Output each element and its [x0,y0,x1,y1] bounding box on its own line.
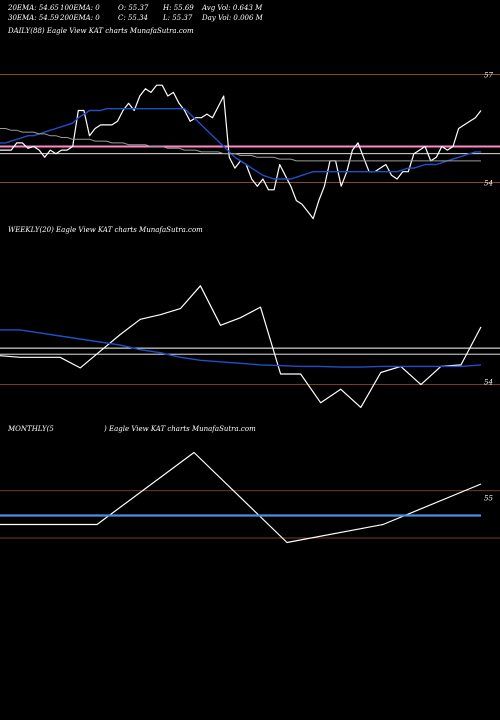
monthly-y-tick-label: 55 [484,495,493,503]
header-ema30: 30EMA: 54.59 [8,14,59,22]
daily-ema_short-line [0,107,481,180]
monthly-panel: 55 [0,451,500,544]
monthly-panel-label: MONTHLY(5 [8,425,54,433]
header-day-vol: Day Vol: 0.006 M [202,14,263,22]
header-close: C: 55.34 [118,14,148,22]
header-ema20: 20EMA: 54.65 [8,4,59,12]
monthly-price-line [0,451,482,544]
weekly-panel: 54 [0,285,500,408]
weekly-panel-label: WEEKLY(20) Eagle View KAT charts MunafaS… [8,226,203,234]
daily-y-tick-label: 54 [484,180,493,188]
header-ema200: 200EMA: 0 [60,14,100,22]
header-open: O: 55.37 [118,4,149,12]
weekly-y-tick-label: 54 [484,379,493,387]
header-low: L: 55.37 [163,14,193,22]
weekly-ema_short-line [0,329,482,368]
daily-panel-label: DAILY(88) Eagle View KAT charts MunafaSu… [8,27,194,35]
header-avg-vol: Avg Vol: 0.643 M [202,4,263,12]
daily-y-tick-label: 57 [484,71,493,79]
daily-panel: 57 54 [0,71,500,220]
daily-price-line [0,84,482,220]
header-ema100: 100EMA: 0 [60,4,100,12]
monthly-panel-label-suffix: ) Eagle View KAT charts MunafaSutra.com [104,425,256,433]
header-high: H: 55.69 [163,4,194,12]
weekly-price-line [0,285,482,408]
daily-ema_long-line [0,128,481,162]
